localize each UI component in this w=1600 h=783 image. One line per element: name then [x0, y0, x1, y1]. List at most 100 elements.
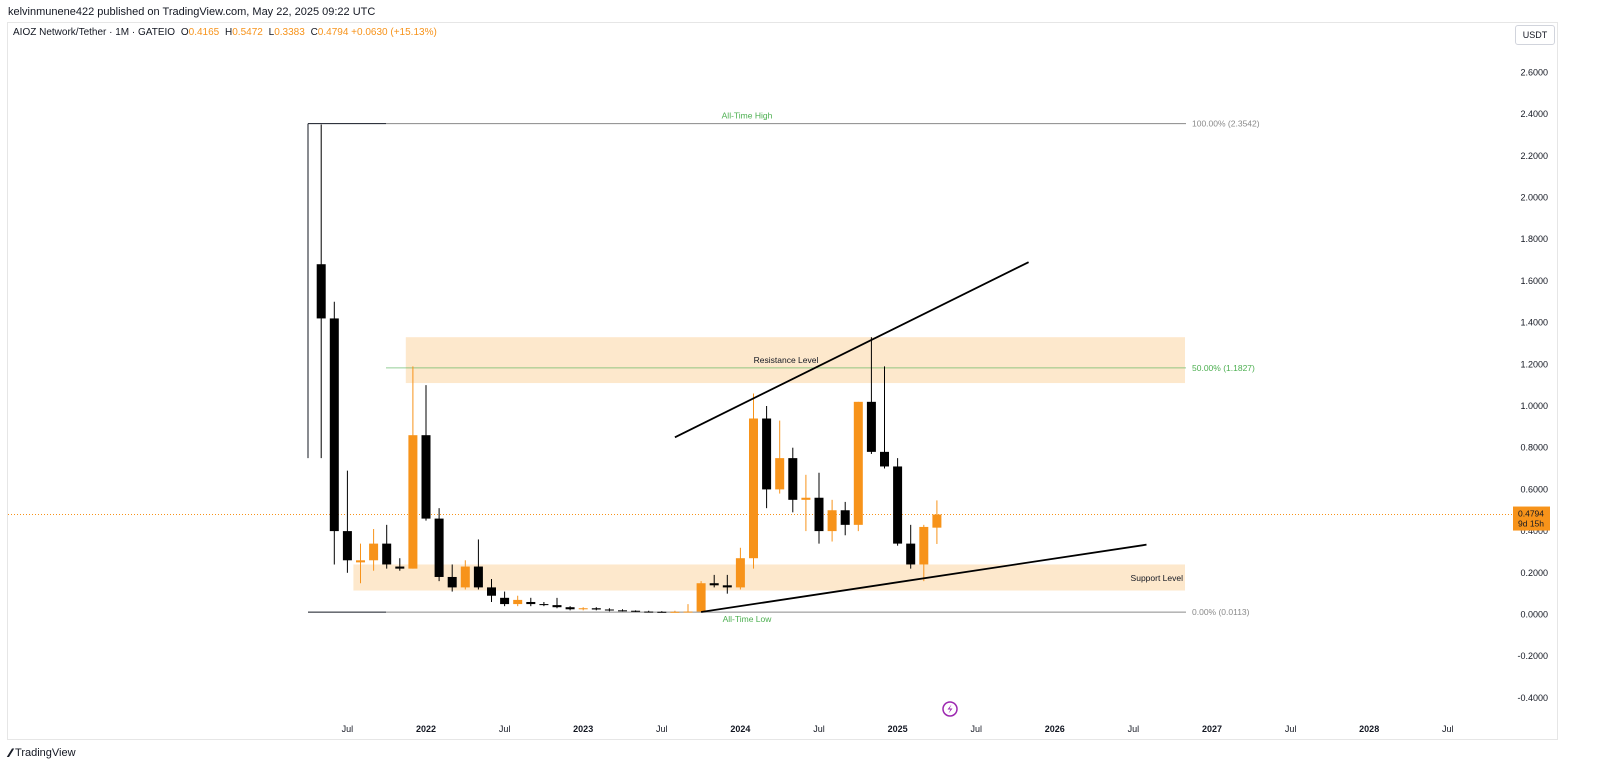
x-tick-label: Jul	[656, 724, 668, 734]
candle	[539, 601, 549, 607]
chart-frame	[7, 22, 1558, 740]
candle-body	[696, 583, 706, 612]
x-tick-label: Jul	[970, 724, 982, 734]
upper-trendline	[674, 261, 1029, 439]
resistance-label: Resistance Level	[754, 355, 819, 365]
candle-body	[565, 607, 575, 610]
candle	[906, 524, 916, 569]
change-value: +0.0630 (+15.13%)	[351, 27, 437, 38]
candle	[866, 337, 876, 454]
symbol-name[interactable]: AIOZ Network/Tether · 1M · GATEIO	[13, 27, 176, 38]
candle-body	[329, 318, 339, 532]
candle	[578, 607, 588, 611]
candle	[395, 558, 405, 571]
candle	[696, 581, 706, 613]
candle	[434, 508, 444, 582]
candle	[722, 574, 732, 594]
close-label: C	[310, 27, 318, 38]
y-tick-label: 0.0000	[1520, 610, 1548, 620]
axes-layer: 2.6000 2.4000 2.2000 2.0000 1.8000 1.6000 1.40…	[342, 67, 1550, 734]
last-price-value: 0.4794	[1518, 509, 1544, 519]
y-tick-label: 1.8000	[1520, 234, 1548, 244]
candle	[788, 447, 798, 513]
x-tick-label: Jul	[342, 724, 354, 734]
fib-100-label: 100.00% (2.3542)	[1192, 119, 1260, 129]
candle-body	[487, 587, 496, 596]
y-tick-label: 0.6000	[1520, 484, 1548, 494]
candle-body	[814, 497, 824, 532]
candle-body	[552, 605, 562, 608]
candle	[487, 579, 496, 602]
candle	[591, 607, 601, 611]
y-tick-label: 0.2000	[1520, 568, 1548, 578]
candle-body	[578, 608, 588, 610]
candle	[670, 610, 680, 613]
candle-body	[434, 518, 444, 577]
candle-body	[919, 526, 929, 565]
symbol-legend: AIOZ Network/Tether · 1M · GATEIO O0.416…	[13, 27, 437, 38]
candle-body	[395, 566, 405, 569]
x-tick-label: 2025	[888, 724, 908, 734]
flash-icon[interactable]	[942, 701, 958, 717]
candle	[408, 366, 418, 569]
candle	[500, 591, 510, 607]
low-label: L	[268, 27, 275, 38]
candle	[356, 543, 365, 584]
candle-body	[735, 558, 745, 588]
y-tick-label: 2.6000	[1520, 67, 1548, 77]
y-tick-label: 2.4000	[1520, 109, 1548, 119]
x-tick-label: Jul	[813, 724, 825, 734]
fib-layer: 100.00% (2.3542) 50.00% (1.1827) 0.00% (0.…	[8, 111, 1512, 624]
close-value: 0.4794	[317, 27, 349, 38]
tradingview-logo-icon[interactable]: ⁄⁄	[9, 746, 12, 760]
candle-body	[880, 451, 889, 467]
high-label: H	[225, 27, 233, 38]
candle-body	[788, 458, 798, 500]
candle	[801, 474, 811, 532]
currency-unit-button[interactable]: USDT	[1515, 25, 1555, 45]
candle	[526, 597, 536, 607]
candle-body	[618, 610, 627, 612]
candle	[513, 595, 523, 607]
footer-brand: TradingView	[15, 747, 76, 759]
x-tick-label: 2023	[573, 724, 593, 734]
candle-body	[932, 514, 942, 528]
candle-body	[513, 599, 523, 605]
candle-body	[447, 576, 457, 588]
y-tick-label: 0.4000	[1520, 526, 1548, 536]
candle-body	[893, 466, 903, 544]
x-tick-label: Jul	[499, 724, 511, 734]
y-tick-label: 2.0000	[1520, 193, 1548, 203]
candle	[775, 420, 785, 494]
candle	[552, 597, 562, 609]
candle-body	[382, 543, 392, 565]
candle	[709, 574, 719, 588]
candle-body	[749, 418, 758, 559]
footer: ⁄⁄ TradingView	[9, 746, 76, 760]
x-tick-label: 2027	[1202, 724, 1222, 734]
candle	[473, 539, 483, 590]
x-tick-label: 2026	[1045, 724, 1065, 734]
candle-body	[604, 609, 614, 611]
last-price-tag-bg	[1513, 506, 1550, 531]
x-tick-label: Jul	[1285, 724, 1297, 734]
candle	[316, 124, 326, 459]
candle-body	[762, 418, 772, 490]
candle	[631, 610, 641, 612]
y-tick-label: 1.4000	[1520, 318, 1548, 328]
candle	[565, 606, 575, 611]
candle-body	[709, 583, 719, 586]
candle	[749, 393, 758, 569]
open-label: O	[180, 27, 189, 38]
trendlines-layer	[674, 261, 1147, 613]
candle	[460, 560, 470, 590]
candle-body	[473, 566, 483, 588]
candle-body	[316, 264, 326, 319]
candle	[853, 401, 863, 532]
candle-body	[526, 601, 536, 605]
candle	[827, 499, 837, 542]
low-value: 0.3383	[274, 27, 305, 38]
candle	[421, 385, 431, 521]
